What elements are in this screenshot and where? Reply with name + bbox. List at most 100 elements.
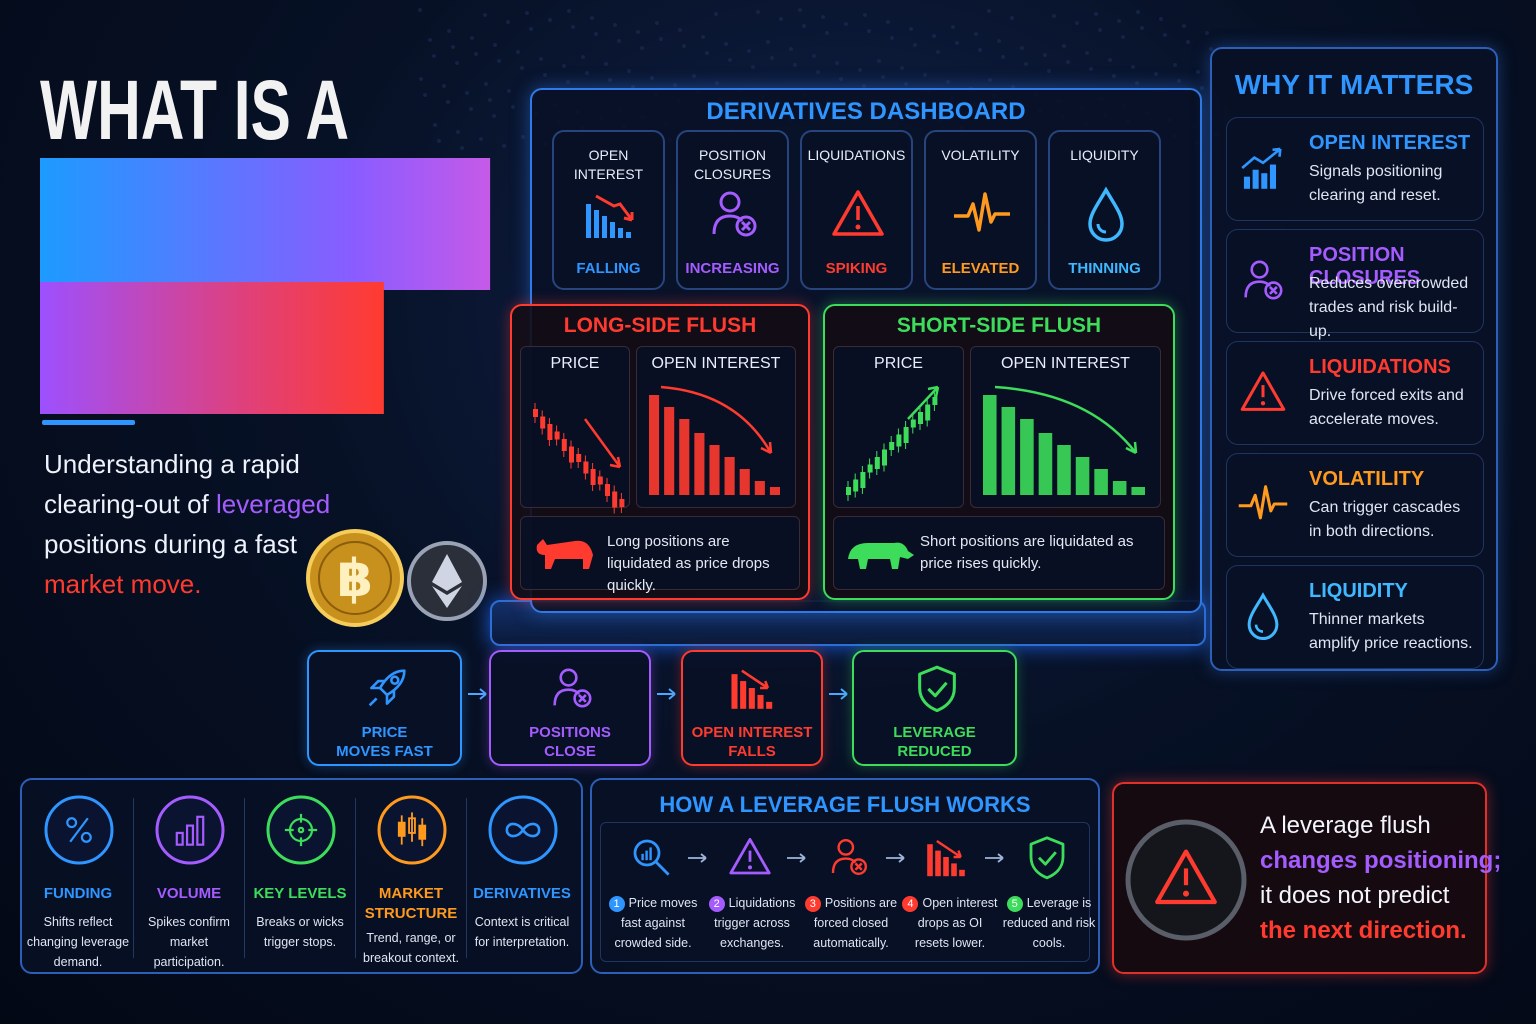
factor-divider <box>466 798 467 958</box>
step-text: Open interest drops as OI resets lower. <box>914 896 998 950</box>
intro-highlight: market move. <box>44 569 202 599</box>
icon-shape <box>1243 176 1250 189</box>
icon-shape <box>766 701 773 709</box>
icon-shape <box>175 831 184 846</box>
icon-shape <box>927 844 933 877</box>
icon-shape <box>66 817 78 829</box>
icon <box>848 542 914 569</box>
icon-shape <box>709 445 720 495</box>
why-item-title: POSITION CLOSURES <box>1309 244 1421 289</box>
factor-icon <box>154 794 226 871</box>
how-icon <box>924 833 972 886</box>
icon-shape <box>903 427 909 443</box>
icon-shape <box>1163 33 1167 37</box>
icon-shape <box>397 812 427 847</box>
oi-chart: OPEN INTEREST <box>636 346 796 508</box>
flow-step: OPEN INTEREST FALLS <box>681 650 823 766</box>
icon-shape <box>712 191 757 237</box>
metric-label: VOLATILITY <box>941 147 1020 163</box>
icon <box>787 853 806 863</box>
flow-line-2: REDUCED <box>897 743 972 760</box>
icon-shape <box>1183 890 1189 897</box>
icon <box>1247 592 1279 640</box>
icon-shape <box>848 542 914 569</box>
icon <box>1238 485 1288 520</box>
icon-shape <box>539 57 543 61</box>
how-panel: HOW A LEVERAGE FLUSH WORKS 1 Price moves f… <box>590 778 1100 974</box>
icon-shape <box>516 50 520 54</box>
icon-shape <box>926 681 948 698</box>
icon-shape <box>719 191 741 213</box>
icon-shape <box>641 853 644 861</box>
icon-shape <box>505 822 541 838</box>
metric-status: FALLING <box>576 260 641 277</box>
icon-shape <box>877 59 881 63</box>
icon-shape <box>1047 69 1051 73</box>
icon-shape <box>739 469 750 495</box>
icon-shape <box>553 668 592 708</box>
icon-shape <box>679 419 690 495</box>
icon-shape <box>1131 65 1135 69</box>
icon-shape <box>724 457 735 495</box>
icon-shape <box>511 105 515 109</box>
icon-shape <box>889 442 895 450</box>
flow-line-2: FALLS <box>728 743 776 760</box>
metric-status: INCREASING <box>685 260 780 277</box>
icon-shape <box>831 839 868 876</box>
icon-shape <box>1029 836 1065 880</box>
icon-shape <box>284 813 318 847</box>
icon-shape <box>1247 592 1279 640</box>
icon-shape <box>1209 47 1213 51</box>
step-number: 2 <box>708 896 725 912</box>
icon-shape <box>874 457 880 469</box>
icon-shape <box>581 55 585 59</box>
icon-shape <box>988 78 992 82</box>
icon-shape <box>505 822 541 838</box>
factor-icon <box>487 794 559 871</box>
step-number: 4 <box>902 896 919 912</box>
icon-shape <box>451 45 455 49</box>
icon-shape <box>802 24 806 28</box>
icon <box>729 838 771 875</box>
icon-shape <box>1029 836 1065 880</box>
icon <box>44 795 114 865</box>
icon-shape <box>900 66 904 70</box>
icon-shape <box>659 37 663 41</box>
icon-shape <box>456 130 460 134</box>
icon-shape <box>1240 371 1286 411</box>
flow-line-2: MOVES FAST <box>336 743 433 760</box>
icon-shape <box>910 419 916 428</box>
flow-arrow <box>827 686 851 707</box>
icon-shape <box>502 144 506 148</box>
icon-shape <box>787 853 806 863</box>
icon <box>368 669 406 707</box>
flow-icon <box>911 662 963 719</box>
oi-label: OPEN INTEREST <box>651 355 781 372</box>
icon-shape <box>923 73 927 77</box>
icon-shape <box>954 192 1010 232</box>
factors-panel: FUNDING Shifts reflect changing leverage … <box>20 778 583 974</box>
icon-shape <box>573 689 592 708</box>
icon-shape <box>1261 173 1268 189</box>
icon-shape <box>547 424 553 440</box>
icon-shape <box>882 449 887 466</box>
why-item-text: Signals positioning clearing and reset. <box>1309 163 1443 204</box>
icon-shape <box>1108 58 1112 62</box>
icon-shape <box>505 822 541 838</box>
icon-shape <box>561 439 567 451</box>
icon-shape <box>554 431 560 440</box>
icon-shape <box>540 416 546 429</box>
icon-shape <box>886 853 905 863</box>
icon-shape <box>959 869 965 877</box>
why-icon <box>1237 366 1289 423</box>
factor-icon <box>43 794 115 871</box>
icon-shape <box>812 54 816 58</box>
icon-shape <box>735 215 757 237</box>
icon-shape <box>936 50 940 54</box>
icon-shape <box>585 71 589 75</box>
icon-shape <box>633 839 670 876</box>
intro-text: positions during a fast <box>44 529 297 559</box>
icon-shape <box>446 100 450 104</box>
icon-shape <box>605 484 610 496</box>
icon-shape <box>1136 10 1140 14</box>
